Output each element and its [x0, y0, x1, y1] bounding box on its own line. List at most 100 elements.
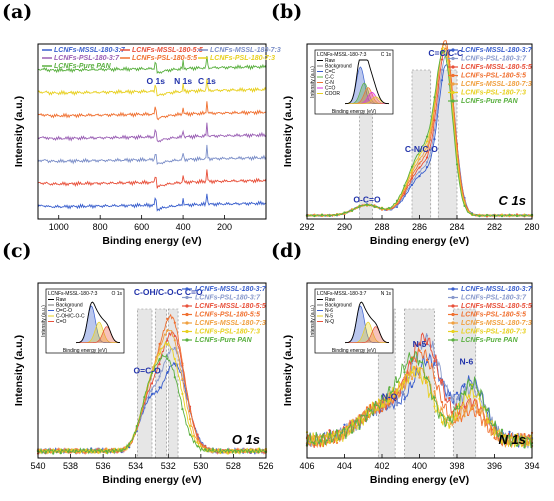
peak-label: N 1s [174, 76, 192, 86]
series-marker [242, 450, 245, 453]
series-marker [433, 119, 436, 122]
x-tick-label: 282 [487, 222, 502, 232]
series-marker [181, 392, 184, 395]
series-marker [455, 419, 459, 422]
x-tick-label: 400 [412, 461, 427, 471]
legend-entry: LCNFs-Pure PAN [54, 63, 112, 70]
legend-marker [451, 82, 455, 86]
series-line [37, 144, 267, 165]
legend-entry: LCNFs-Pure PAN [461, 337, 519, 344]
series-marker [455, 391, 459, 394]
series-marker [440, 68, 444, 71]
series-marker [410, 180, 414, 183]
series-marker [433, 96, 436, 99]
x-tick-label: 526 [258, 461, 273, 471]
series-marker [365, 406, 369, 409]
series-marker [418, 376, 421, 379]
series-marker [166, 317, 169, 320]
series-marker [343, 211, 346, 214]
series-marker [448, 397, 451, 400]
series-marker [463, 204, 466, 208]
inset-y-label: Intensity (a.u.) [310, 66, 316, 98]
series-marker [388, 400, 391, 403]
series-marker [418, 360, 421, 363]
series-marker [158, 386, 161, 389]
series-marker [358, 427, 361, 430]
x-tick-label: 600 [134, 222, 149, 232]
series-marker [433, 129, 436, 132]
peak-label: C 1s [198, 76, 216, 86]
series-marker [388, 406, 391, 409]
legend-marker [451, 56, 455, 61]
x-axis-label: Binding energy (eV) [370, 235, 469, 247]
series-marker [188, 409, 192, 413]
series-marker [500, 441, 504, 444]
inset-legend-entry: C-OH/C-O-C [56, 314, 85, 320]
legend-entry: LCNFs-MSSL-180-7:3 [210, 47, 281, 54]
series-marker [173, 376, 176, 379]
inset-legend-entry: C=O [325, 86, 336, 92]
series-marker [173, 346, 176, 350]
series-marker [440, 400, 444, 404]
series-marker [373, 403, 376, 407]
panel-b: (b) 292 290 288 286 284 282 280 Binding energy (… [271, 1, 540, 247]
inset-title: LCNFs-MSSL-180-7:3 [317, 52, 367, 58]
series-marker [440, 58, 444, 61]
series-marker [448, 394, 451, 397]
peak-label: C=C/C-C [428, 48, 463, 58]
inset-legend-entry: Background [56, 303, 83, 309]
series-marker [440, 51, 444, 54]
series-marker [188, 418, 192, 421]
legend-marker [451, 304, 455, 308]
x-tick-label: 290 [337, 222, 352, 232]
series-marker [433, 405, 436, 408]
series-marker [350, 431, 354, 434]
legend-entry: LCNFs-PSL-180-3:7 [54, 55, 120, 62]
series-line [37, 55, 267, 74]
series-marker [173, 362, 176, 365]
legend-marker [185, 329, 189, 334]
series-marker [150, 382, 154, 385]
series-marker [410, 165, 414, 168]
series-marker [320, 443, 324, 446]
series-marker [196, 445, 199, 448]
legend-entry: LCNFs-PSL-180-7:3 [195, 329, 260, 336]
series-marker [418, 367, 421, 370]
series-marker [455, 398, 459, 401]
legend-marker [451, 287, 455, 291]
series-marker [508, 430, 511, 434]
series-marker [425, 135, 429, 138]
panel-a: (a) 1000 800 600 400 200 Binding energy (eV) In… [2, 1, 281, 247]
series-marker [485, 408, 489, 412]
series-marker [425, 334, 429, 337]
legend-entry: LCNFs-MSSL-180-7:3 [461, 320, 532, 327]
x-tick-label: 400 [176, 222, 191, 232]
x-tick-label: 402 [374, 461, 389, 471]
series-marker [320, 213, 324, 216]
series-marker [204, 448, 207, 451]
inset-raw [344, 59, 390, 105]
series-marker [418, 349, 421, 352]
series-marker [455, 405, 459, 408]
series-line [37, 101, 267, 121]
series-marker [173, 321, 176, 324]
series-marker [478, 393, 481, 396]
x-tick-label: 530 [193, 461, 208, 471]
x-tick-label: 288 [374, 222, 389, 232]
x-axis-label: Binding energy (eV) [102, 474, 201, 486]
series-marker [410, 171, 414, 175]
series-marker [425, 150, 429, 153]
series-marker [166, 339, 169, 342]
x-tick-label: 538 [63, 461, 78, 471]
series-marker [380, 395, 384, 398]
legend-entry: LCNFs-PSL-180-3:7 [461, 295, 527, 302]
inset: LCNFs-MSSL-180-7:3 C 1s Binding energy (eV… [310, 49, 394, 115]
x-tick-label: 280 [524, 222, 539, 232]
series-marker [425, 140, 429, 143]
series-marker [425, 360, 429, 364]
core-level-label: C 1s [499, 193, 526, 208]
series-marker [478, 397, 481, 400]
x-tick-label: 396 [487, 461, 502, 471]
series-marker [158, 342, 161, 345]
legend-entry: LCNFs-Pure PAN [461, 98, 519, 105]
